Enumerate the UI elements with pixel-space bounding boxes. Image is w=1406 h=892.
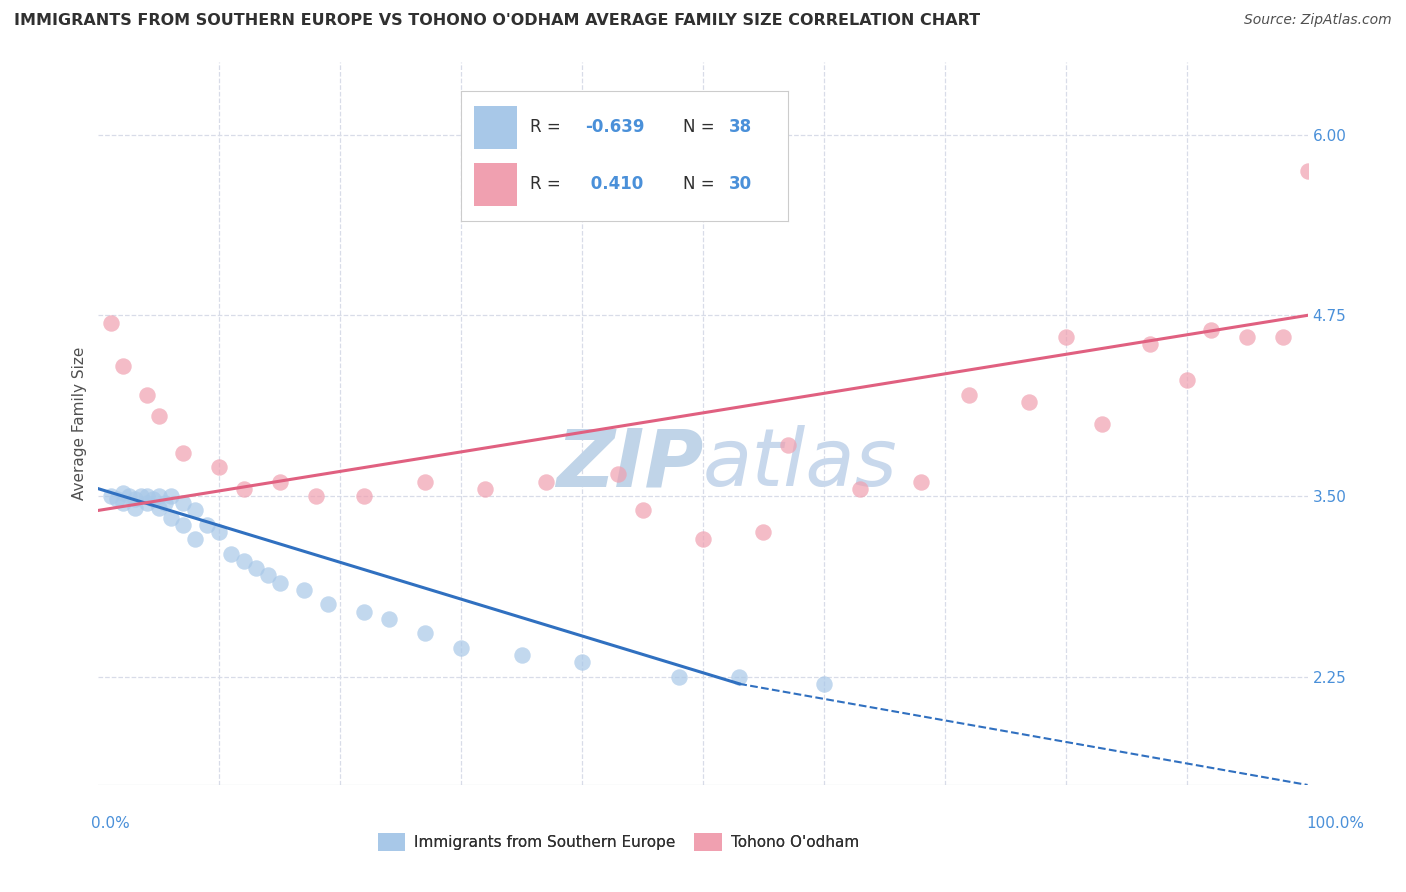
Point bbox=[1175, 373, 1198, 387]
Point bbox=[129, 489, 152, 503]
Point bbox=[184, 533, 207, 547]
Point bbox=[160, 489, 183, 503]
Point bbox=[142, 491, 165, 506]
Point bbox=[100, 489, 122, 503]
Point bbox=[195, 517, 218, 532]
Point bbox=[208, 460, 231, 475]
Text: 100.0%: 100.0% bbox=[1306, 816, 1364, 831]
Point bbox=[256, 568, 278, 582]
Point bbox=[135, 489, 157, 503]
Point bbox=[124, 491, 146, 506]
Text: 0.0%: 0.0% bbox=[91, 816, 131, 831]
Point bbox=[849, 482, 872, 496]
Point bbox=[184, 503, 207, 517]
Point bbox=[1054, 330, 1077, 344]
Point bbox=[305, 489, 328, 503]
Point bbox=[172, 445, 194, 459]
Point bbox=[148, 489, 170, 503]
Point bbox=[776, 438, 799, 452]
Point bbox=[450, 640, 472, 655]
Point bbox=[172, 496, 194, 510]
Point bbox=[1296, 164, 1319, 178]
Point bbox=[124, 500, 146, 515]
Point bbox=[1018, 395, 1040, 409]
Point bbox=[1199, 323, 1222, 337]
Point bbox=[353, 489, 375, 503]
Point bbox=[474, 482, 496, 496]
Point bbox=[1139, 337, 1161, 351]
Text: ZIP: ZIP bbox=[555, 425, 703, 503]
Point bbox=[607, 467, 630, 482]
Point bbox=[957, 388, 980, 402]
Text: atlas: atlas bbox=[703, 425, 898, 503]
Point bbox=[728, 669, 751, 684]
Point bbox=[668, 669, 690, 684]
Point bbox=[1272, 330, 1295, 344]
Point bbox=[910, 475, 932, 489]
Point bbox=[135, 496, 157, 510]
Point bbox=[353, 605, 375, 619]
Point bbox=[148, 409, 170, 424]
Point bbox=[692, 533, 714, 547]
Point bbox=[752, 524, 775, 539]
Point bbox=[153, 496, 176, 510]
Text: IMMIGRANTS FROM SOUTHERN EUROPE VS TOHONO O'ODHAM AVERAGE FAMILY SIZE CORRELATIO: IMMIGRANTS FROM SOUTHERN EUROPE VS TOHON… bbox=[14, 13, 980, 29]
Point bbox=[571, 655, 593, 669]
Point bbox=[292, 582, 315, 597]
Point bbox=[232, 554, 254, 568]
Point bbox=[221, 547, 243, 561]
Point bbox=[111, 486, 134, 500]
Point bbox=[269, 475, 291, 489]
Point bbox=[245, 561, 267, 575]
Y-axis label: Average Family Size: Average Family Size bbox=[72, 347, 87, 500]
Point bbox=[172, 517, 194, 532]
Point bbox=[148, 500, 170, 515]
Point bbox=[631, 503, 654, 517]
Point bbox=[813, 677, 835, 691]
Point bbox=[100, 316, 122, 330]
Point bbox=[135, 388, 157, 402]
Legend: Immigrants from Southern Europe, Tohono O'odham: Immigrants from Southern Europe, Tohono … bbox=[371, 827, 865, 857]
Point bbox=[1236, 330, 1258, 344]
Point bbox=[269, 575, 291, 590]
Point bbox=[111, 359, 134, 373]
Point bbox=[413, 475, 436, 489]
Text: Source: ZipAtlas.com: Source: ZipAtlas.com bbox=[1244, 13, 1392, 28]
Point bbox=[118, 489, 141, 503]
Point bbox=[208, 524, 231, 539]
Point bbox=[413, 626, 436, 640]
Point bbox=[377, 612, 399, 626]
Point bbox=[160, 510, 183, 524]
Point bbox=[534, 475, 557, 489]
Point bbox=[510, 648, 533, 662]
Point bbox=[105, 491, 128, 506]
Point bbox=[316, 598, 339, 612]
Point bbox=[1091, 417, 1114, 431]
Point bbox=[232, 482, 254, 496]
Point bbox=[111, 496, 134, 510]
